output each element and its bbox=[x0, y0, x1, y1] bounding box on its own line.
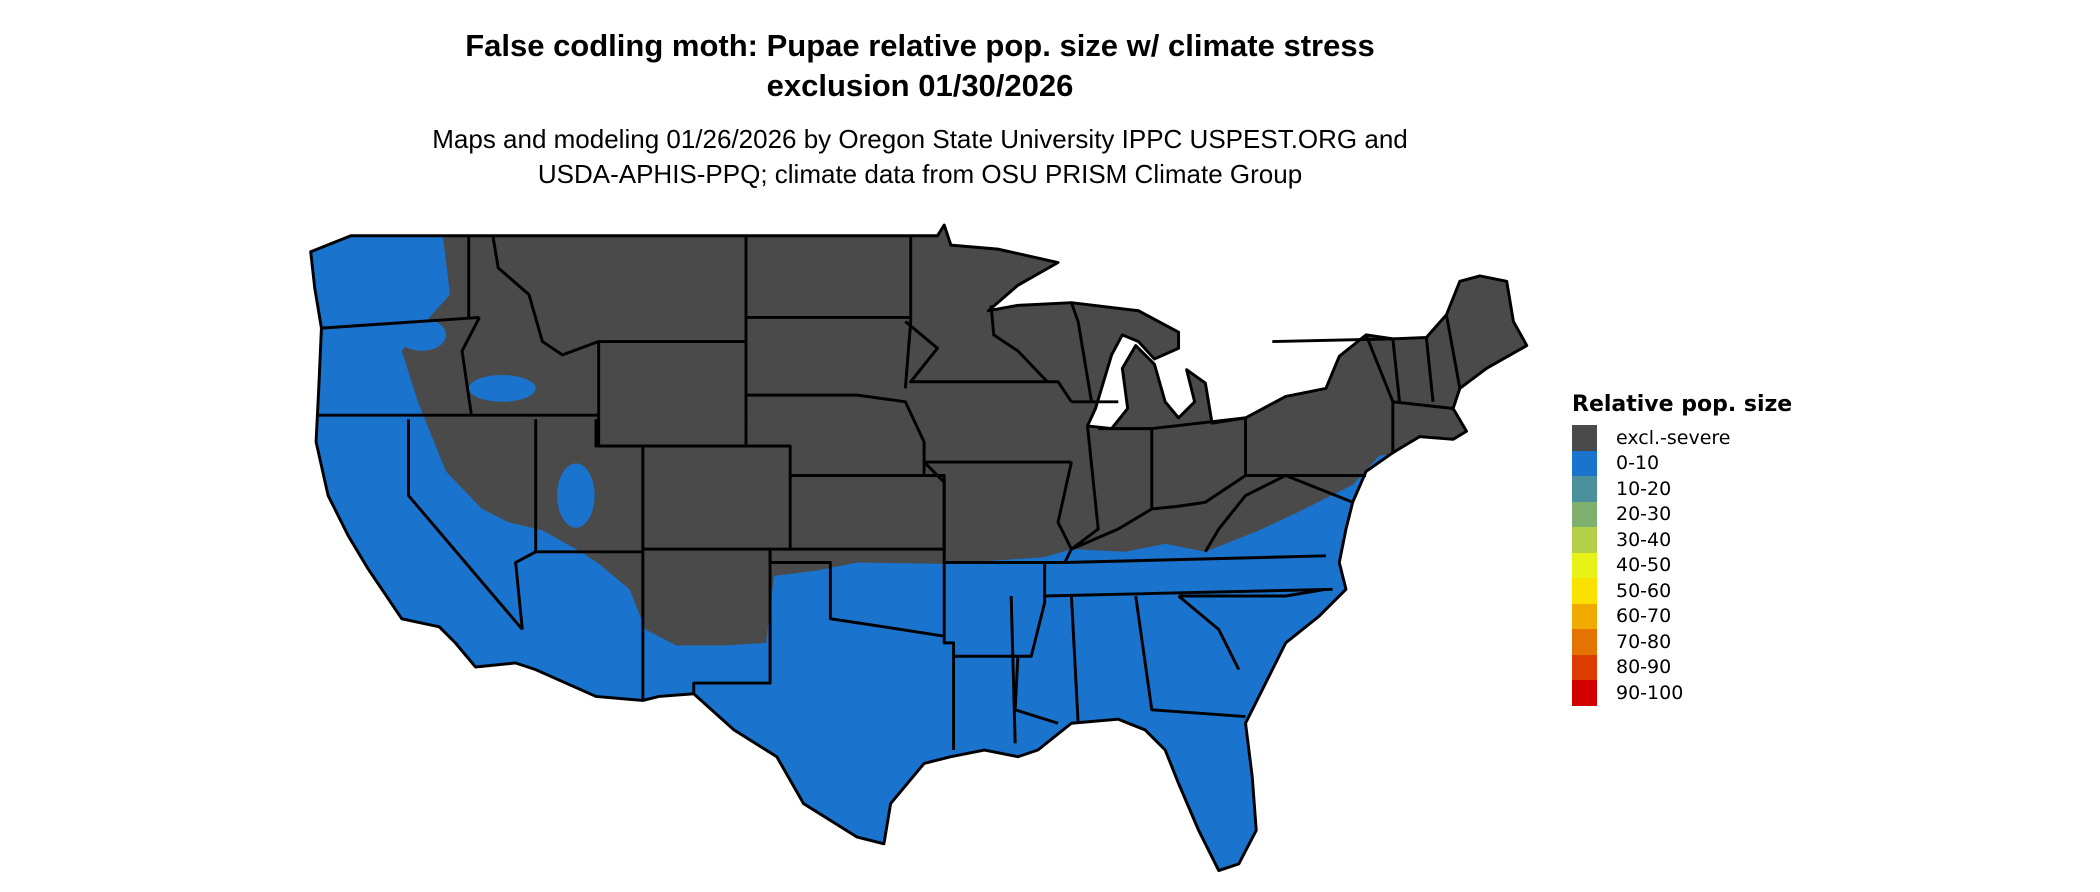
legend-item: 10-20 bbox=[1572, 476, 1792, 502]
legend-swatch bbox=[1572, 603, 1597, 629]
title-line-1: False codling moth: Pupae relative pop. … bbox=[465, 28, 1375, 63]
map-subtitle: Maps and modeling 01/26/2026 by Oregon S… bbox=[0, 122, 1840, 192]
legend-item: 0-10 bbox=[1572, 450, 1792, 476]
legend-label: 90-100 bbox=[1616, 681, 1684, 704]
legend-swatch bbox=[1572, 527, 1597, 553]
legend-swatch bbox=[1572, 501, 1597, 527]
legend-item: 50-60 bbox=[1572, 578, 1792, 604]
legend-swatch bbox=[1572, 654, 1597, 680]
state-borders bbox=[309, 223, 1529, 873]
legend-swatch bbox=[1572, 425, 1597, 451]
legend-item: excl.-severe bbox=[1572, 425, 1792, 451]
legend-label: 40-50 bbox=[1616, 554, 1672, 577]
map-title: False codling moth: Pupae relative pop. … bbox=[0, 26, 1840, 106]
legend-item: 70-80 bbox=[1572, 629, 1792, 655]
legend-label: 80-90 bbox=[1616, 656, 1672, 679]
title-line-2: exclusion 01/30/2026 bbox=[766, 68, 1074, 103]
blue-patch-great-basin bbox=[557, 463, 595, 528]
legend-swatch bbox=[1572, 680, 1597, 706]
legend-item: 30-40 bbox=[1572, 527, 1792, 553]
blue-patch-columbia bbox=[397, 318, 446, 351]
legend-swatch bbox=[1572, 450, 1597, 476]
legend-label: 60-70 bbox=[1616, 605, 1672, 628]
legend-swatch bbox=[1572, 578, 1597, 604]
blue-patch-snake-river bbox=[468, 375, 536, 402]
legend: Relative pop. size excl.-severe 0-10 10-20… bbox=[1572, 392, 1792, 706]
legend-label: 10-20 bbox=[1616, 477, 1672, 500]
legend-swatch bbox=[1572, 629, 1597, 655]
legend-item: 20-30 bbox=[1572, 501, 1792, 527]
legend-label: 70-80 bbox=[1616, 630, 1672, 653]
legend-label: 20-30 bbox=[1616, 503, 1672, 526]
legend-item: 80-90 bbox=[1572, 654, 1792, 680]
subtitle-line-2: USDA-APHIS-PPQ; climate data from OSU PR… bbox=[537, 159, 1303, 189]
legend-label: 30-40 bbox=[1616, 528, 1672, 551]
legend-item: 60-70 bbox=[1572, 603, 1792, 629]
legend-item: 40-50 bbox=[1572, 552, 1792, 578]
legend-title: Relative pop. size bbox=[1572, 392, 1793, 417]
legend-item: 90-100 bbox=[1572, 680, 1792, 706]
subtitle-line-1: Maps and modeling 01/26/2026 by Oregon S… bbox=[432, 124, 1408, 154]
legend-swatch bbox=[1572, 552, 1597, 578]
legend-swatch bbox=[1572, 476, 1597, 502]
legend-label: 0-10 bbox=[1616, 452, 1660, 475]
legend-items: excl.-severe 0-10 10-20 20-30 30-40 40-50 50-6… bbox=[1572, 425, 1792, 706]
legend-label: excl.-severe bbox=[1616, 426, 1731, 449]
legend-label: 50-60 bbox=[1616, 579, 1672, 602]
